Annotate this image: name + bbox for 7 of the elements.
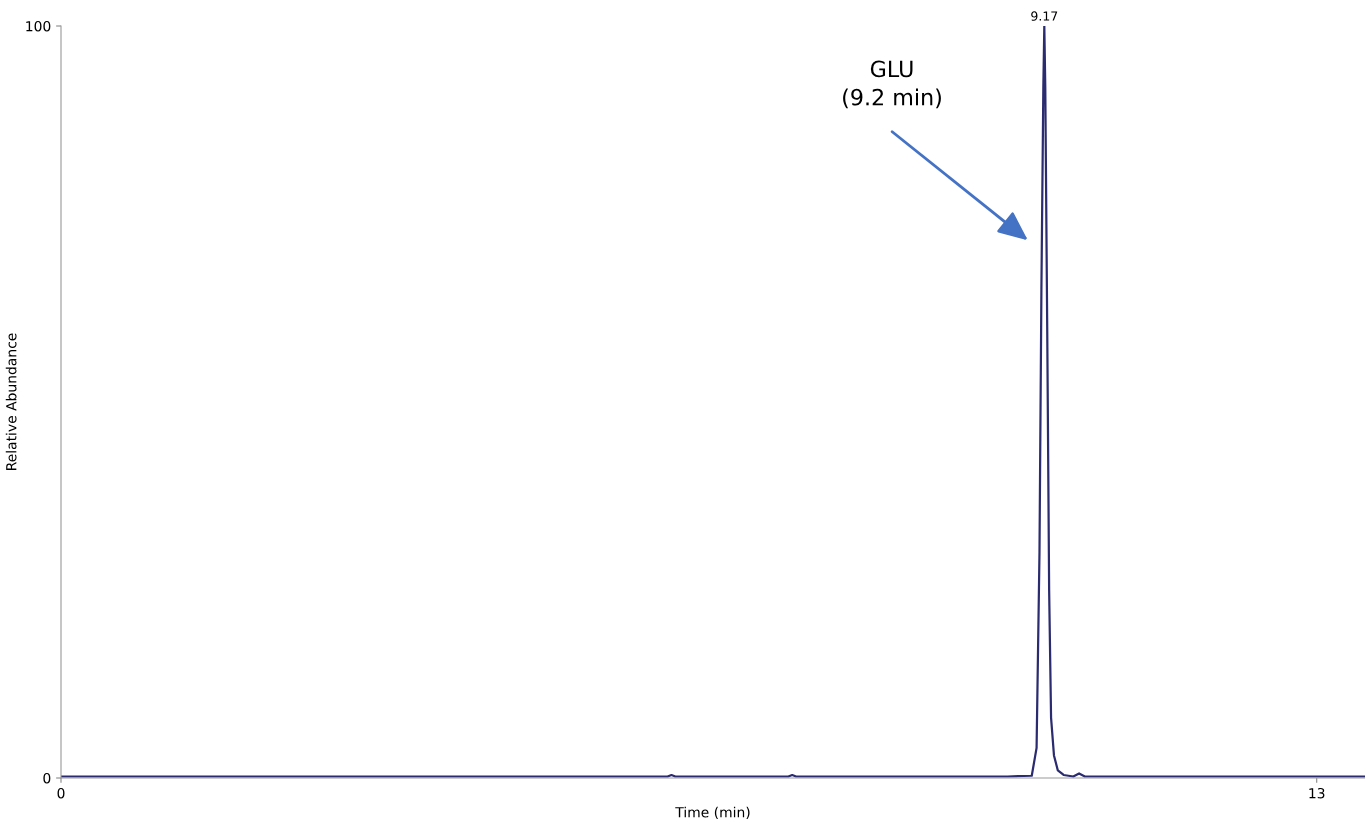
line-series: [61, 26, 1365, 778]
y-axis-title: Relative Abundance: [5, 333, 17, 470]
annotation: GLU (9.2 min): [843, 60, 941, 109]
annotation: 9.17: [1031, 11, 1058, 21]
x-tick-label: 13: [1309, 787, 1325, 799]
y-tick-label: 100: [26, 20, 51, 32]
x-axis-title: Time (min): [675, 806, 750, 820]
